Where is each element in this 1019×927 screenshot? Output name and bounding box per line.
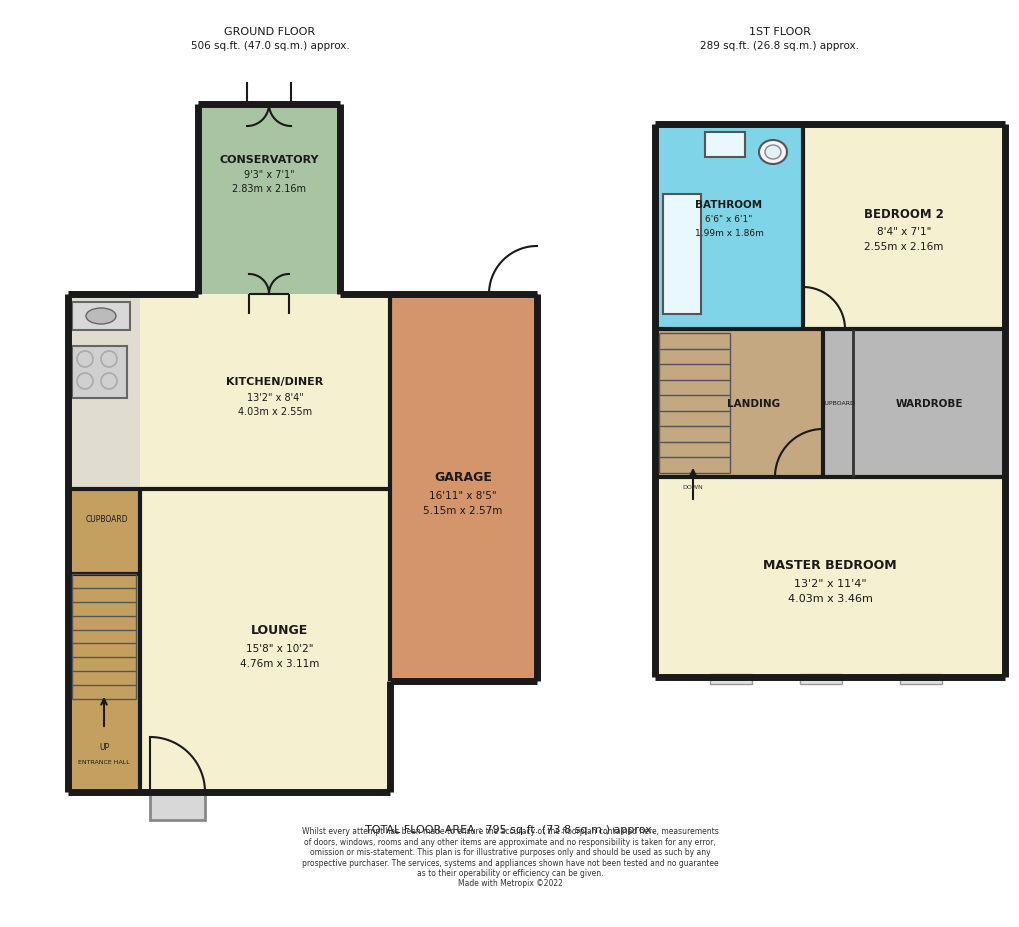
Bar — [654, 125, 802, 330]
Bar — [899, 674, 942, 684]
Text: 1.99m x 1.86m: 1.99m x 1.86m — [694, 229, 762, 238]
Ellipse shape — [86, 309, 116, 324]
Text: Whilst every attempt has been made to ensure the accuracy of the floorplan conta: Whilst every attempt has been made to en… — [302, 827, 717, 887]
Text: GARAGE: GARAGE — [434, 471, 491, 484]
Bar — [662, 195, 700, 314]
Text: 2.55m x 2.16m: 2.55m x 2.16m — [863, 242, 943, 252]
Text: BATHROOM: BATHROOM — [695, 200, 762, 210]
Text: 13'2" x 11'4": 13'2" x 11'4" — [793, 578, 865, 589]
Bar — [198, 105, 339, 295]
Text: 2.83m x 2.16m: 2.83m x 2.16m — [231, 184, 306, 194]
Bar — [799, 674, 841, 684]
Bar — [852, 330, 1004, 477]
Text: LANDING: LANDING — [727, 399, 780, 409]
Text: 16'11" x 8'5": 16'11" x 8'5" — [429, 490, 496, 501]
Text: GROUND FLOOR: GROUND FLOOR — [224, 27, 315, 37]
Text: CUPBOARD: CUPBOARD — [86, 514, 128, 524]
Text: CUPBOARD: CUPBOARD — [819, 401, 855, 406]
Bar — [68, 295, 140, 489]
Bar — [709, 674, 751, 684]
Bar — [389, 295, 536, 681]
Bar — [140, 295, 389, 489]
Text: 8'4" x 7'1": 8'4" x 7'1" — [876, 227, 930, 236]
Text: CONSERVATORY: CONSERVATORY — [219, 155, 318, 165]
Bar — [72, 347, 127, 399]
Ellipse shape — [758, 141, 787, 165]
Text: 289 sq.ft. (26.8 sq.m.) approx.: 289 sq.ft. (26.8 sq.m.) approx. — [700, 41, 859, 51]
Text: LOUNGE: LOUNGE — [251, 624, 309, 637]
Text: 9'3" x 7'1": 9'3" x 7'1" — [244, 170, 294, 180]
Bar — [150, 793, 205, 820]
Bar — [802, 125, 1004, 330]
Bar — [654, 477, 1004, 678]
Text: 6'6" x 6'1": 6'6" x 6'1" — [704, 215, 752, 224]
Text: WARDROBE: WARDROBE — [895, 399, 962, 409]
Text: 506 sq.ft. (47.0 sq.m.) approx.: 506 sq.ft. (47.0 sq.m.) approx. — [191, 41, 350, 51]
Bar — [68, 489, 140, 793]
Bar — [822, 330, 852, 477]
Bar — [72, 303, 129, 331]
Text: UP: UP — [99, 743, 109, 752]
Text: 4.03m x 3.46m: 4.03m x 3.46m — [787, 593, 871, 603]
Text: 13'2" x 8'4": 13'2" x 8'4" — [247, 392, 303, 402]
Bar — [140, 489, 389, 793]
Text: KITCHEN/DINER: KITCHEN/DINER — [226, 376, 323, 387]
Text: ENTRANCE HALL: ENTRANCE HALL — [78, 760, 129, 765]
Text: 1ST FLOOR: 1ST FLOOR — [748, 27, 810, 37]
Text: 4.76m x 3.11m: 4.76m x 3.11m — [240, 658, 319, 668]
Bar — [704, 133, 744, 158]
Text: MASTER BEDROOM: MASTER BEDROOM — [762, 559, 896, 572]
Text: TOTAL FLOOR AREA : 795 sq.ft. (73.8 sq.m.) approx.: TOTAL FLOOR AREA : 795 sq.ft. (73.8 sq.m… — [365, 824, 654, 834]
Text: BEDROOM 2: BEDROOM 2 — [863, 209, 943, 222]
Ellipse shape — [764, 146, 781, 159]
Text: DOWN: DOWN — [682, 485, 703, 490]
Text: 15'8" x 10'2": 15'8" x 10'2" — [246, 643, 314, 654]
Text: 5.15m x 2.57m: 5.15m x 2.57m — [423, 505, 502, 515]
Text: 4.03m x 2.55m: 4.03m x 2.55m — [237, 407, 312, 416]
Bar — [654, 330, 822, 477]
